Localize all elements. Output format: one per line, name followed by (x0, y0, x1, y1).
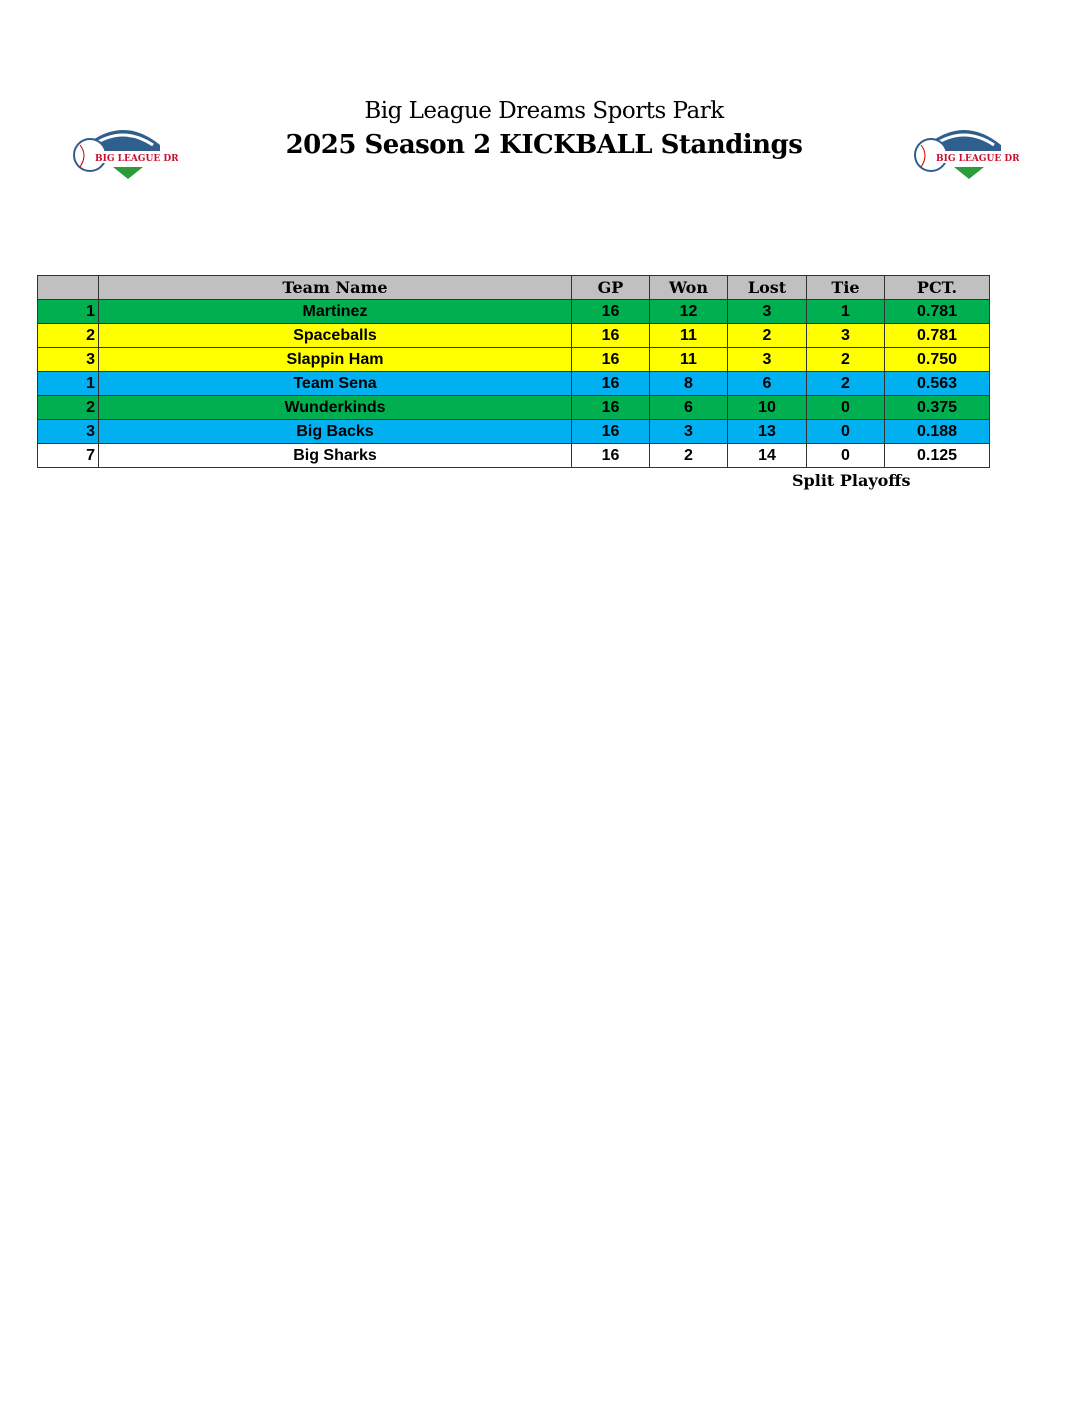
cell-won: 12 (649, 299, 728, 324)
big-league-dreams-logo-left: BIG LEAGUE DREAMS (73, 130, 178, 179)
cell-won: 6 (649, 395, 728, 420)
cell-team-name: Wunderkinds (98, 395, 572, 420)
cell-rank: 7 (37, 443, 99, 468)
cell-tie: 0 (806, 443, 885, 468)
cell-lost: 3 (727, 347, 807, 372)
table-row: 3 Big Backs 16 3 13 0 0.188 (37, 419, 990, 444)
cell-gp: 16 (571, 323, 650, 348)
cell-tie: 2 (806, 347, 885, 372)
col-pct: PCT. (884, 275, 990, 300)
table-header-row: Team Name GP Won Lost Tie PCT. (37, 275, 990, 300)
cell-won: 8 (649, 371, 728, 396)
cell-tie: 3 (806, 323, 885, 348)
cell-lost: 2 (727, 323, 807, 348)
page-title: 2025 Season 2 KICKBALL Standings (285, 130, 803, 160)
table-row: 7 Big Sharks 16 2 14 0 0.125 (37, 443, 990, 468)
cell-pct: 0.750 (884, 347, 990, 372)
cell-pct: 0.188 (884, 419, 990, 444)
col-tie: Tie (806, 275, 885, 300)
standings-table: Team Name GP Won Lost Tie PCT. 1 Martinez… (37, 275, 990, 468)
cell-gp: 16 (571, 443, 650, 468)
cell-lost: 10 (727, 395, 807, 420)
cell-pct: 0.781 (884, 299, 990, 324)
cell-gp: 16 (571, 371, 650, 396)
cell-won: 11 (649, 323, 728, 348)
cell-gp: 16 (571, 299, 650, 324)
col-lost: Lost (727, 275, 807, 300)
cell-rank: 1 (37, 371, 99, 396)
cell-gp: 16 (571, 419, 650, 444)
table-row: 2 Wunderkinds 16 6 10 0 0.375 (37, 395, 990, 420)
cell-team-name: Team Sena (98, 371, 572, 396)
cell-tie: 2 (806, 371, 885, 396)
col-rank (37, 275, 99, 300)
table-row: 2 Spaceballs 16 11 2 3 0.781 (37, 323, 990, 348)
cell-won: 2 (649, 443, 728, 468)
cell-pct: 0.781 (884, 323, 990, 348)
cell-won: 3 (649, 419, 728, 444)
cell-team-name: Martinez (98, 299, 572, 324)
cell-team-name: Slappin Ham (98, 347, 572, 372)
col-team-name: Team Name (98, 275, 572, 300)
cell-gp: 16 (571, 347, 650, 372)
split-playoffs-note: Split Playoffs (792, 471, 911, 490)
cell-team-name: Big Sharks (98, 443, 572, 468)
big-league-dreams-logo-right: BIG LEAGUE DREAMS (914, 130, 1019, 179)
cell-rank: 3 (37, 419, 99, 444)
table-row: 1 Team Sena 16 8 6 2 0.563 (37, 371, 990, 396)
cell-tie: 0 (806, 419, 885, 444)
cell-rank: 2 (37, 323, 99, 348)
col-won: Won (649, 275, 728, 300)
cell-pct: 0.563 (884, 371, 990, 396)
cell-pct: 0.375 (884, 395, 990, 420)
table-row: 1 Martinez 16 12 3 1 0.781 (37, 299, 990, 324)
cell-lost: 13 (727, 419, 807, 444)
cell-rank: 1 (37, 299, 99, 324)
cell-rank: 2 (37, 395, 99, 420)
cell-rank: 3 (37, 347, 99, 372)
table-row: 3 Slappin Ham 16 11 3 2 0.750 (37, 347, 990, 372)
cell-lost: 14 (727, 443, 807, 468)
cell-team-name: Spaceballs (98, 323, 572, 348)
cell-team-name: Big Backs (98, 419, 572, 444)
cell-lost: 3 (727, 299, 807, 324)
cell-tie: 0 (806, 395, 885, 420)
park-name: Big League Dreams Sports Park (364, 98, 724, 124)
cell-pct: 0.125 (884, 443, 990, 468)
cell-lost: 6 (727, 371, 807, 396)
svg-text:BIG LEAGUE DREAMS: BIG LEAGUE DREAMS (95, 154, 178, 164)
svg-text:BIG LEAGUE DREAMS: BIG LEAGUE DREAMS (936, 154, 1019, 164)
cell-gp: 16 (571, 395, 650, 420)
col-gp: GP (571, 275, 650, 300)
cell-won: 11 (649, 347, 728, 372)
cell-tie: 1 (806, 299, 885, 324)
